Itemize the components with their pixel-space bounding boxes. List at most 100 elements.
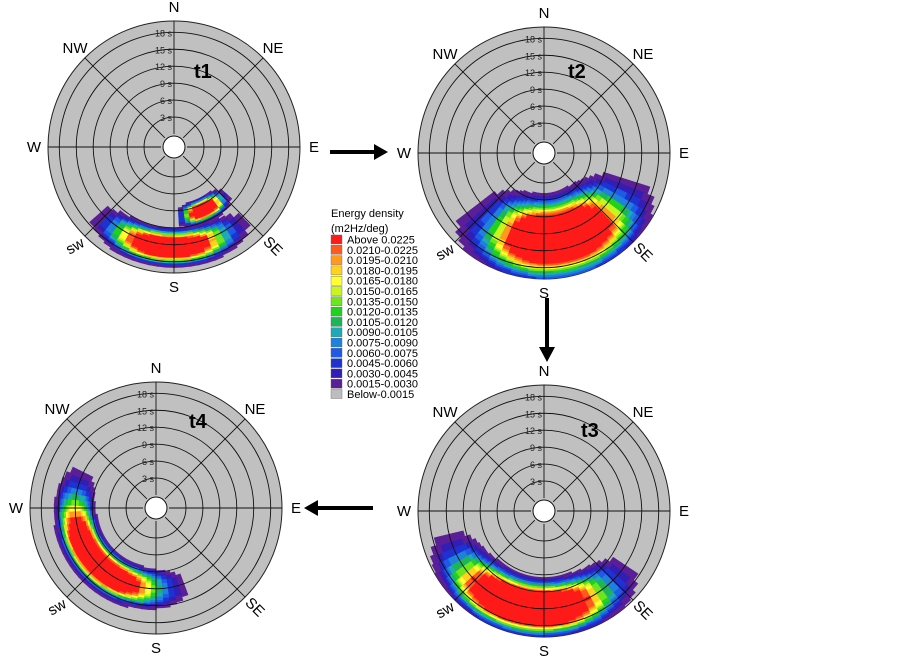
energy-cell	[130, 592, 139, 598]
energy-cell	[555, 235, 563, 240]
energy-cell	[634, 182, 640, 192]
energy-cell	[94, 226, 104, 235]
energy-cell	[506, 609, 516, 615]
energy-cell	[86, 534, 92, 542]
energy-cell	[610, 598, 620, 607]
energy-cell	[621, 227, 631, 237]
energy-cell	[555, 239, 564, 244]
energy-cell	[629, 180, 635, 190]
energy-cell	[617, 582, 626, 591]
energy-cell	[559, 225, 567, 230]
energy-cell	[194, 202, 201, 207]
energy-cell	[623, 229, 632, 238]
energy-cell	[192, 233, 201, 238]
energy-cell	[568, 268, 579, 274]
energy-cell	[110, 578, 118, 584]
energy-cell	[569, 579, 577, 585]
energy-cell	[122, 226, 131, 233]
legend-swatch	[330, 245, 343, 255]
energy-cell	[143, 226, 152, 232]
energy-cell	[520, 215, 527, 220]
energy-cell	[195, 205, 202, 210]
energy-cell	[79, 531, 85, 539]
energy-cell	[453, 561, 461, 570]
energy-cell	[66, 485, 71, 494]
energy-cell	[477, 256, 488, 264]
energy-cell	[506, 189, 512, 195]
energy-cell	[602, 586, 611, 595]
energy-cell	[217, 242, 228, 250]
energy-cell	[90, 538, 96, 545]
energy-cell	[603, 172, 608, 179]
energy-cell	[608, 225, 617, 234]
energy-cell	[487, 227, 496, 234]
energy-cell	[227, 243, 237, 251]
energy-cell	[625, 589, 635, 599]
energy-cell	[433, 537, 439, 547]
energy-cell	[106, 584, 115, 591]
energy-cell	[573, 233, 582, 239]
energy-cell	[202, 210, 210, 216]
energy-cell	[476, 600, 486, 608]
energy-cell	[174, 596, 183, 601]
energy-cell	[569, 599, 578, 605]
energy-cell	[117, 234, 127, 241]
energy-cell	[140, 235, 149, 241]
energy-cell	[514, 574, 521, 580]
energy-cell	[630, 582, 639, 592]
energy-cell	[479, 217, 487, 225]
energy-cell	[624, 577, 633, 587]
energy-cell	[104, 576, 112, 583]
energy-cell	[494, 618, 505, 625]
energy-cell	[132, 236, 142, 242]
energy-cell	[128, 580, 136, 585]
energy-cell	[203, 227, 212, 233]
energy-cell	[509, 244, 518, 250]
energy-cell	[237, 230, 247, 238]
energy-cell	[509, 602, 518, 608]
energy-cell	[64, 484, 69, 493]
energy-cell	[503, 225, 511, 232]
energy-cell	[456, 229, 465, 238]
energy-cell	[522, 209, 528, 214]
energy-cell	[567, 593, 576, 599]
energy-cell	[474, 233, 483, 241]
energy-cell	[57, 483, 62, 492]
energy-cell	[142, 228, 151, 233]
energy-cell	[577, 571, 584, 577]
energy-cell	[197, 210, 204, 216]
energy-cell	[485, 578, 493, 585]
direction-label-e: E	[679, 503, 689, 520]
direction-label-ne: NE	[633, 404, 654, 421]
energy-cell	[193, 214, 200, 219]
energy-cell	[517, 628, 529, 633]
energy-cell	[459, 595, 469, 605]
energy-cell	[557, 574, 564, 579]
energy-cell	[206, 236, 216, 242]
energy-cell	[133, 219, 141, 226]
energy-cell	[206, 218, 214, 224]
energy-cell	[598, 236, 607, 244]
energy-cell	[472, 582, 481, 590]
energy-cell	[509, 624, 521, 630]
energy-cell	[605, 569, 613, 577]
energy-cell	[238, 219, 247, 228]
energy-cell	[234, 239, 244, 247]
energy-cell	[582, 257, 593, 264]
energy-cell	[54, 531, 60, 541]
energy-cell	[524, 597, 533, 602]
energy-cell	[81, 548, 88, 557]
legend-entry-label: 0.0090-0.0105	[347, 327, 418, 339]
energy-cell	[493, 620, 504, 627]
energy-cell	[460, 574, 468, 583]
energy-cell	[66, 542, 72, 551]
energy-cell	[513, 576, 520, 581]
energy-cell	[499, 606, 509, 613]
energy-cell	[78, 526, 83, 534]
energy-cell	[191, 230, 200, 235]
panel-label: t3	[581, 420, 599, 442]
energy-cell	[610, 174, 615, 182]
energy-cell	[522, 223, 530, 228]
energy-cell	[202, 245, 212, 251]
